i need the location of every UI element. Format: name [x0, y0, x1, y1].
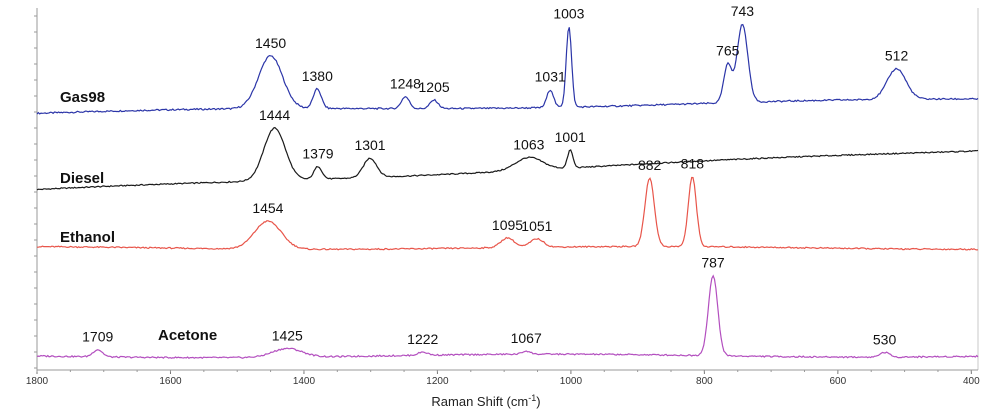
x-tick-label: 400 — [963, 376, 980, 387]
series-line-gas98 — [36, 23, 979, 115]
peak-label: 1095 — [492, 217, 523, 233]
x-tick-label: 1800 — [26, 376, 49, 387]
peak-label: 1444 — [259, 107, 290, 123]
peak-label: 1425 — [272, 327, 303, 343]
peak-label: 1454 — [252, 200, 283, 216]
peak-label: 1205 — [419, 79, 450, 95]
series-line-ethanol — [37, 176, 979, 251]
plot-frame — [34, 8, 979, 370]
peak-label: 1379 — [302, 145, 333, 161]
series-name-acetone: Acetone — [158, 327, 217, 344]
peak-label: 1301 — [354, 137, 385, 153]
x-axis: 1800 1600 1400 1200 1000 800 600 400 — [26, 369, 980, 387]
peak-label: 1450 — [255, 35, 286, 51]
peak-label: 1063 — [513, 136, 544, 152]
x-axis-label: Raman Shift (cm-1) — [431, 393, 540, 409]
x-tick-label: 1400 — [293, 376, 316, 387]
peak-label: 1248 — [390, 76, 421, 92]
peak-label: 787 — [701, 255, 725, 271]
x-tick-label: 1600 — [159, 376, 182, 387]
peak-label: 818 — [681, 156, 705, 172]
peak-label: 530 — [873, 331, 897, 347]
x-tick-label: 800 — [696, 376, 713, 387]
peak-label: 1709 — [82, 329, 113, 345]
peak-label: 1051 — [521, 218, 552, 234]
series-name-gas98: Gas98 — [60, 89, 105, 106]
peak-label: 1031 — [535, 69, 566, 85]
peak-label: 1067 — [511, 330, 542, 346]
series-name-diesel: Diesel — [60, 170, 104, 187]
peak-label: 1001 — [555, 129, 586, 145]
series-line-acetone — [36, 274, 979, 360]
x-tick-label: 1000 — [560, 376, 583, 387]
series-line-diesel — [36, 126, 979, 191]
series-name-ethanol: Ethanol — [60, 229, 115, 246]
peak-label: 1222 — [407, 331, 438, 347]
peak-label: 512 — [885, 48, 909, 64]
peak-label: 1380 — [302, 68, 333, 84]
peak-label: 743 — [731, 3, 755, 19]
x-tick-label: 600 — [830, 376, 847, 387]
x-tick-label: 1200 — [426, 376, 449, 387]
series-layer — [36, 23, 979, 360]
peak-label: 882 — [638, 157, 662, 173]
peak-label: 1003 — [553, 5, 584, 21]
peak-label: 765 — [716, 43, 740, 59]
